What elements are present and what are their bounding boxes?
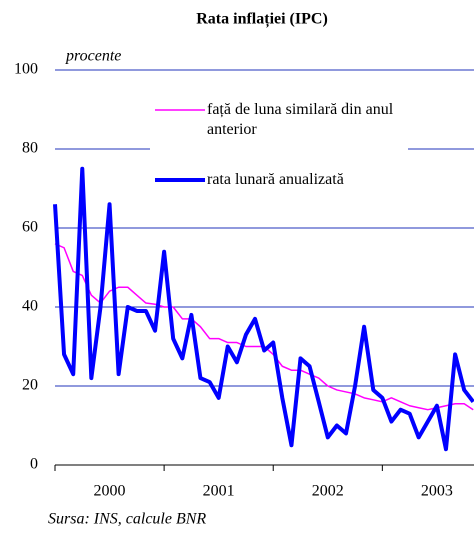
x-tick-label: 2002 (312, 483, 344, 500)
chart-title: Rata inflației (IPC) (196, 11, 328, 29)
legend-label: față de luna similară din anul anterior (207, 101, 394, 138)
y-tick-label: 80 (22, 140, 38, 157)
x-tick-label: 2001 (203, 483, 235, 500)
source-note: Sursa: INS, calcule BNR (48, 511, 206, 528)
series-line (53, 166, 474, 452)
y-tick-label: 0 (30, 456, 38, 473)
y-tick-label: 60 (22, 219, 38, 236)
legend-label: rata lunară anualizată (207, 171, 344, 188)
x-tick-label: 2003 (421, 483, 453, 500)
y-axis-label: procente (65, 48, 121, 65)
y-tick-label: 100 (14, 61, 38, 78)
x-tick-label: 2000 (94, 483, 126, 500)
y-tick-label: 20 (22, 377, 38, 394)
y-tick-label: 40 (22, 298, 38, 315)
